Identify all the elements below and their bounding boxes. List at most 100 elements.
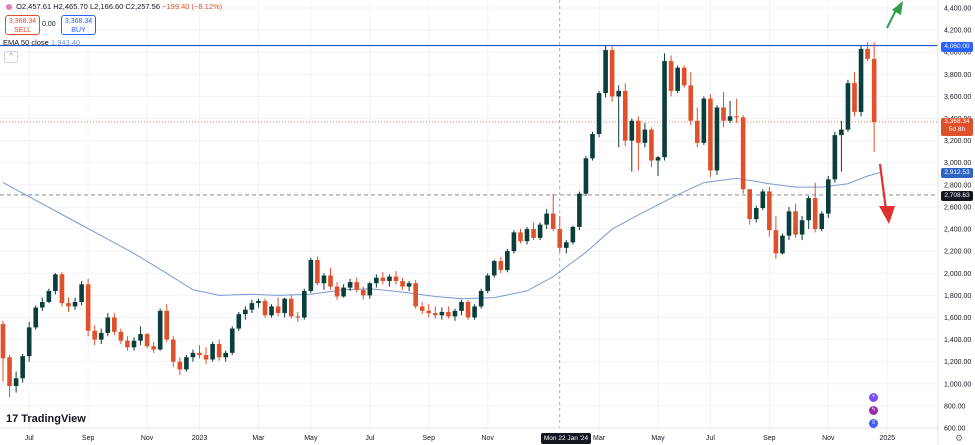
candle[interactable] bbox=[275, 297, 281, 317]
candle[interactable] bbox=[498, 256, 504, 274]
candle[interactable] bbox=[812, 182, 818, 233]
candle[interactable] bbox=[773, 215, 779, 259]
candle[interactable] bbox=[583, 156, 589, 196]
candle[interactable] bbox=[118, 328, 124, 344]
bolt-event-icon[interactable]: ϟ bbox=[869, 406, 878, 415]
candle[interactable] bbox=[649, 127, 654, 168]
candle[interactable] bbox=[334, 282, 340, 300]
candle[interactable] bbox=[308, 257, 314, 294]
candle[interactable] bbox=[380, 272, 386, 285]
candle[interactable] bbox=[387, 274, 392, 287]
candle[interactable] bbox=[459, 299, 464, 316]
candle[interactable] bbox=[688, 72, 694, 126]
candle[interactable] bbox=[295, 311, 301, 322]
candle[interactable] bbox=[616, 85, 621, 148]
candle[interactable] bbox=[112, 313, 117, 336]
candle[interactable] bbox=[537, 222, 543, 241]
candle[interactable] bbox=[662, 53, 667, 161]
collapse-legend-button[interactable]: ^ bbox=[4, 51, 18, 63]
candle[interactable] bbox=[727, 100, 733, 123]
candle[interactable] bbox=[524, 226, 530, 245]
candle[interactable] bbox=[799, 215, 805, 241]
candle[interactable] bbox=[505, 248, 510, 273]
candle[interactable] bbox=[826, 176, 831, 218]
candle[interactable] bbox=[419, 302, 425, 315]
candle[interactable] bbox=[131, 337, 137, 351]
candle[interactable] bbox=[767, 187, 772, 237]
candle[interactable] bbox=[655, 156, 661, 176]
buy-button[interactable]: 3,368.34 BUY bbox=[61, 15, 96, 35]
candle[interactable] bbox=[714, 105, 720, 175]
candle[interactable] bbox=[642, 122, 648, 148]
candle[interactable] bbox=[26, 321, 32, 362]
candle[interactable] bbox=[393, 271, 399, 285]
candle[interactable] bbox=[59, 272, 65, 307]
candle[interactable] bbox=[53, 273, 58, 295]
candle[interactable] bbox=[341, 284, 346, 298]
candle[interactable] bbox=[40, 297, 45, 311]
candle[interactable] bbox=[360, 286, 366, 300]
candle[interactable] bbox=[236, 311, 242, 331]
candle[interactable] bbox=[472, 304, 477, 320]
candle[interactable] bbox=[668, 55, 674, 97]
candle[interactable] bbox=[229, 326, 235, 356]
candle[interactable] bbox=[858, 45, 864, 117]
candle[interactable] bbox=[511, 230, 517, 254]
candle[interactable] bbox=[491, 260, 497, 278]
candle[interactable] bbox=[865, 42, 870, 62]
candle[interactable] bbox=[531, 222, 536, 241]
candle[interactable] bbox=[400, 277, 405, 290]
candle[interactable] bbox=[315, 256, 320, 286]
candle[interactable] bbox=[550, 193, 556, 232]
candle[interactable] bbox=[734, 98, 739, 123]
candle[interactable] bbox=[125, 336, 130, 351]
candle[interactable] bbox=[249, 299, 255, 314]
candle[interactable] bbox=[871, 42, 877, 152]
time-axis[interactable]: Jul Sep Nov 2023 Mar May Jul Sep Nov Mar May Jul Sep… bbox=[0, 427, 938, 442]
candle[interactable] bbox=[13, 371, 19, 393]
candle[interactable] bbox=[695, 107, 700, 148]
candle[interactable] bbox=[452, 308, 458, 321]
candle[interactable] bbox=[302, 288, 307, 320]
candle-series[interactable] bbox=[0, 42, 877, 398]
price-axis[interactable]: 600.00 800.00 1,000.00 1,200.00 1,400.00 1,60… bbox=[937, 0, 971, 445]
candle[interactable] bbox=[243, 306, 248, 320]
candle[interactable] bbox=[256, 298, 261, 308]
gear-icon[interactable]: ⚙ bbox=[955, 433, 964, 443]
ema-legend[interactable]: EMA 50 close 1,943.40 bbox=[3, 38, 80, 47]
candle[interactable] bbox=[806, 195, 811, 230]
candle[interactable] bbox=[92, 325, 97, 346]
candle[interactable] bbox=[603, 45, 608, 98]
candle[interactable] bbox=[190, 349, 196, 362]
candle[interactable] bbox=[184, 355, 189, 372]
candle[interactable] bbox=[197, 345, 202, 359]
candle[interactable] bbox=[216, 339, 222, 361]
candle[interactable] bbox=[72, 297, 78, 310]
candle[interactable] bbox=[485, 273, 490, 294]
candle[interactable] bbox=[79, 281, 84, 306]
candle[interactable] bbox=[681, 65, 687, 88]
candle[interactable] bbox=[446, 306, 451, 319]
candle[interactable] bbox=[157, 308, 163, 351]
candle[interactable] bbox=[786, 206, 792, 241]
candle[interactable] bbox=[629, 118, 635, 172]
candle[interactable] bbox=[367, 282, 373, 299]
candle[interactable] bbox=[636, 116, 641, 171]
candle[interactable] bbox=[852, 72, 857, 117]
candle[interactable] bbox=[747, 189, 752, 225]
candle[interactable] bbox=[98, 328, 104, 344]
candle[interactable] bbox=[151, 341, 156, 353]
candle[interactable] bbox=[845, 79, 851, 132]
candle[interactable] bbox=[85, 278, 91, 337]
candle[interactable] bbox=[518, 229, 523, 244]
candle[interactable] bbox=[622, 83, 628, 147]
candle[interactable] bbox=[577, 191, 582, 231]
candle[interactable] bbox=[793, 203, 798, 238]
candle[interactable] bbox=[406, 281, 412, 291]
candle[interactable] bbox=[282, 297, 287, 318]
candle[interactable] bbox=[203, 347, 209, 364]
candle[interactable] bbox=[753, 205, 759, 223]
sell-button[interactable]: 3,368.34 SELL bbox=[5, 15, 40, 35]
candle[interactable] bbox=[839, 120, 844, 172]
